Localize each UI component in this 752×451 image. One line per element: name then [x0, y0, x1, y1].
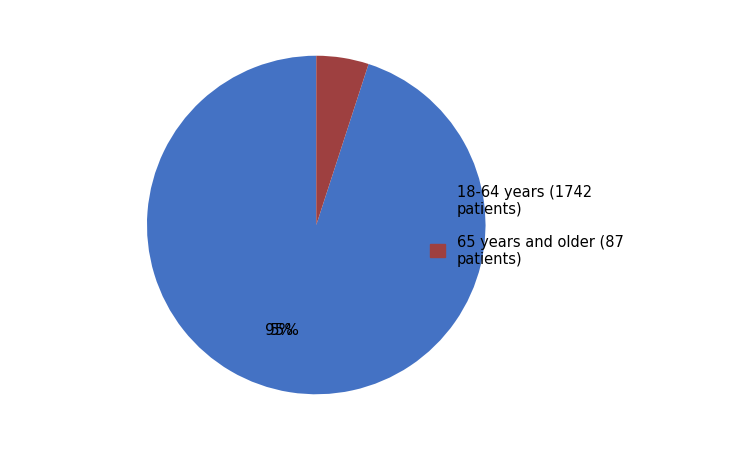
- Text: 95%: 95%: [265, 322, 299, 337]
- Text: 5%: 5%: [270, 322, 294, 337]
- Legend: 18-64 years (1742
patients), 65 years and older (87
patients): 18-64 years (1742 patients), 65 years an…: [423, 177, 631, 274]
- Wedge shape: [317, 57, 368, 226]
- Wedge shape: [147, 57, 486, 394]
